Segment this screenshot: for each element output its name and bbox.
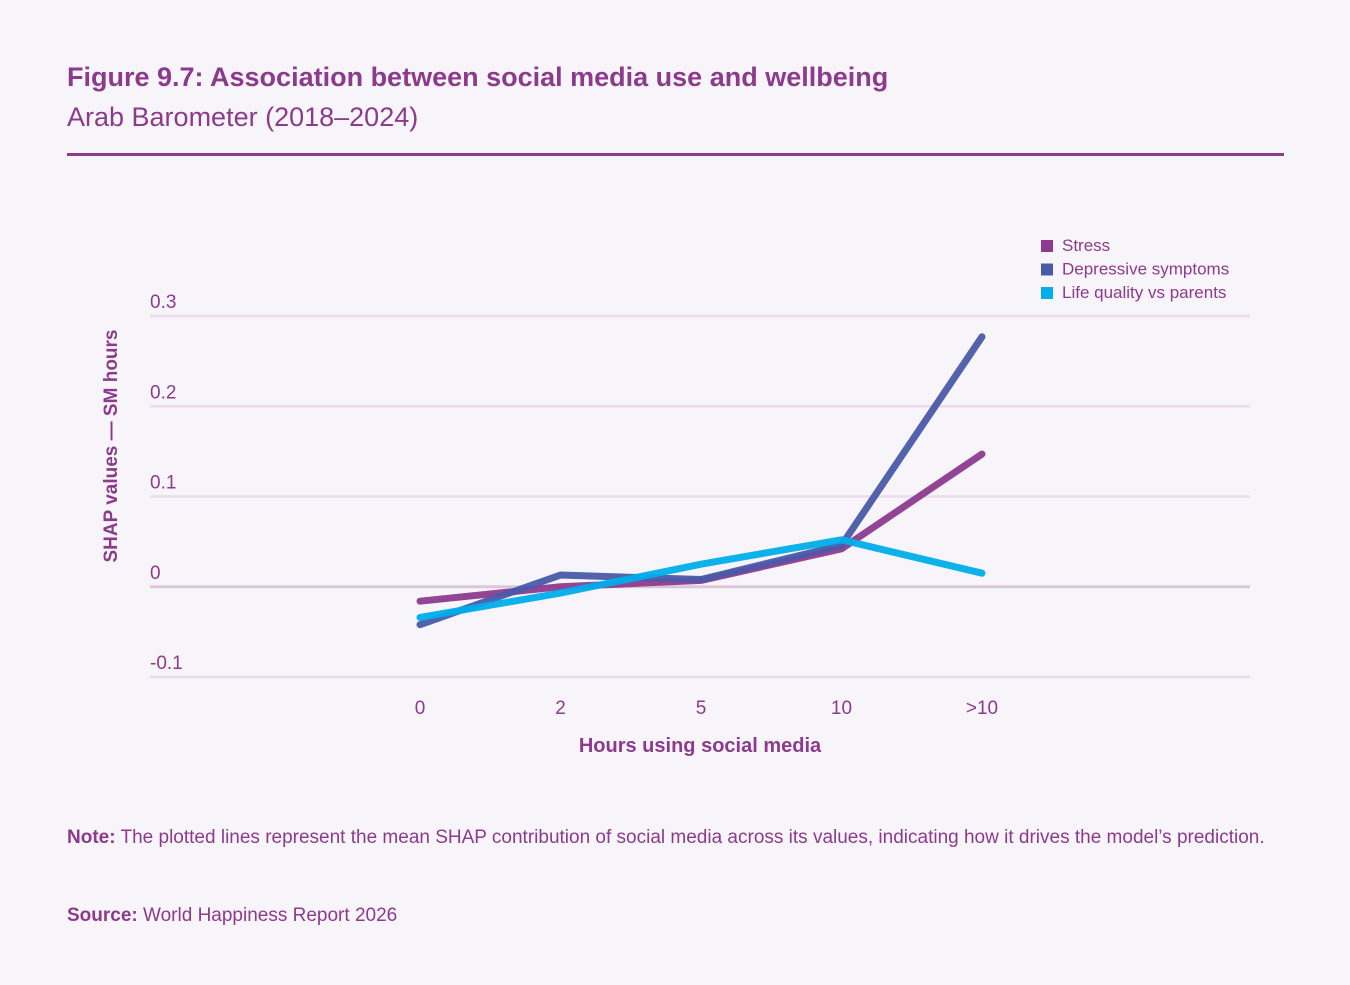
note: Note: The plotted lines represent the me… [67,824,1267,852]
figure-subtitle: Arab Barometer (2018–2024) [67,102,419,132]
y-tick-label: 0.2 [150,382,176,403]
y-tick-label: -0.1 [150,653,183,674]
x-tick-label: 10 [831,698,852,719]
note-text: The plotted lines represent the mean SHA… [115,827,1265,848]
line-chart: 0.3 0.2 0.1 0 -0.1 0 2 5 10 >10 Hours using social… [101,236,1250,757]
x-tick-label: 5 [696,698,707,719]
source: Source: World Happiness Report 2026 [67,905,397,927]
note-label: Note: [67,827,116,848]
series-line-depressive-symptoms [416,333,986,629]
y-tick-label: 0.1 [150,473,176,494]
x-tick-label: 2 [555,698,566,719]
source-label: Source: [67,905,138,926]
y-tick-label: 0 [150,563,161,584]
title-divider [67,153,1284,156]
x-axis-label: Hours using social media [579,735,822,757]
legend-label-stress: Stress [1062,236,1110,255]
y-axis-label: SHAP values — SM hours [101,330,122,563]
x-tick-label: 0 [415,698,426,719]
legend-swatch-life-quality-vs-parents [1041,287,1053,299]
y-tick-label: 0.3 [150,292,176,313]
legend-swatch-depressive-symptoms [1041,263,1053,276]
legend-label-life-quality-vs-parents: Life quality vs parents [1062,283,1226,302]
source-text: World Happiness Report 2026 [137,905,398,926]
legend-label-depressive-symptoms: Depressive symptoms [1062,260,1229,279]
legend-swatch-stress [1041,240,1053,252]
figure-title: Figure 9.7: Association between social m… [67,62,889,92]
x-tick-label: >10 [966,698,998,719]
